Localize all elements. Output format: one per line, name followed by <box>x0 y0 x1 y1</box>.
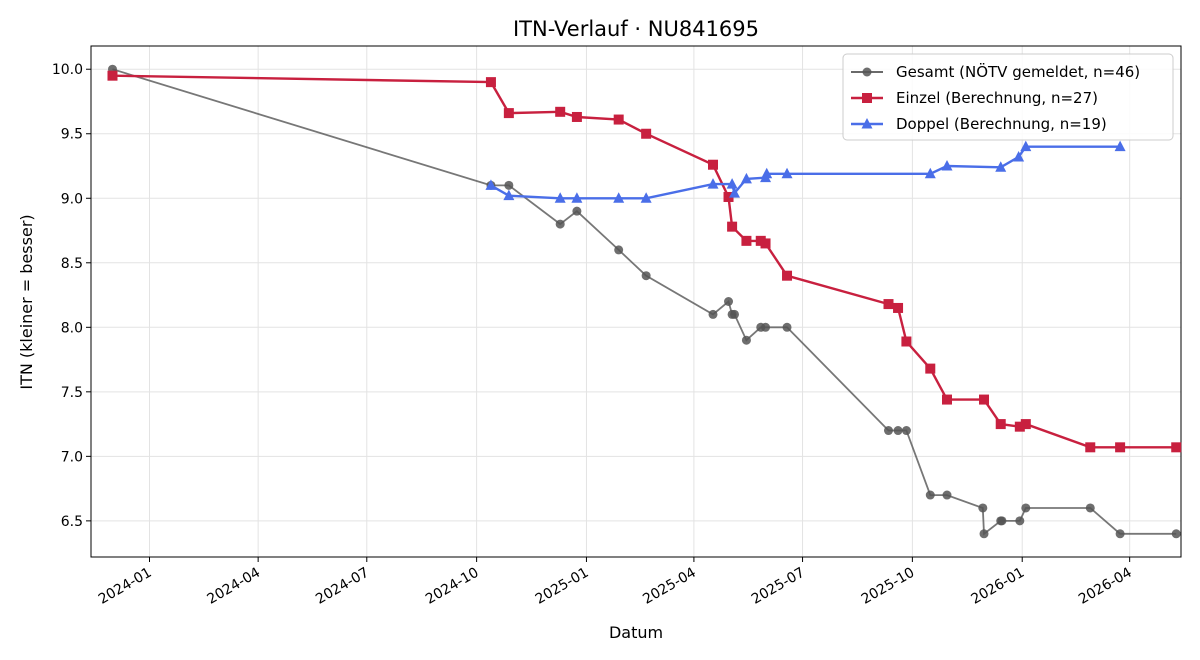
data-point <box>997 516 1007 526</box>
y-tick-label: 6.5 <box>61 514 83 530</box>
data-point <box>640 192 652 203</box>
legend-label: Doppel (Berechnung, n=19) <box>896 115 1107 133</box>
data-point <box>740 172 752 184</box>
data-point <box>613 192 625 203</box>
y-tick-label: 8.5 <box>61 256 83 272</box>
data-point <box>883 299 894 310</box>
data-point <box>485 77 496 88</box>
data-point <box>1020 419 1031 430</box>
data-point <box>901 426 911 436</box>
legend-item: Doppel (Berechnung, n=19) <box>851 115 1107 133</box>
data-point <box>884 426 894 436</box>
data-point <box>641 128 652 139</box>
data-point <box>978 503 988 513</box>
data-point <box>503 108 514 119</box>
y-tick-label: 7.5 <box>61 385 83 401</box>
data-point <box>728 187 740 198</box>
data-point <box>1085 442 1096 453</box>
data-point <box>942 490 952 500</box>
data-point <box>924 167 936 179</box>
data-point <box>925 363 936 374</box>
y-tick-label: 9.5 <box>61 127 83 143</box>
data-point <box>1171 529 1181 539</box>
data-point <box>554 192 566 203</box>
data-point <box>942 394 953 405</box>
data-point <box>893 426 903 436</box>
y-tick-label: 10.0 <box>52 62 83 78</box>
data-point <box>925 490 935 500</box>
series-triangle <box>485 140 1126 203</box>
data-point <box>727 221 738 232</box>
data-point <box>572 206 582 216</box>
data-point <box>729 309 739 319</box>
data-point <box>741 335 751 345</box>
data-point <box>893 302 904 313</box>
data-point <box>707 178 719 189</box>
data-point <box>782 322 792 332</box>
y-tick-label: 8.0 <box>61 320 83 336</box>
data-point <box>485 179 497 190</box>
data-point <box>901 336 912 347</box>
series-circle <box>107 64 1181 539</box>
legend-label: Gesamt (NÖTV gemeldet, n=46) <box>896 62 1140 81</box>
y-tick-label: 7.0 <box>61 449 83 465</box>
series-square <box>107 70 1182 453</box>
y-tick-label: 9.0 <box>61 191 83 207</box>
data-point <box>723 191 734 202</box>
legend-marker <box>862 67 872 77</box>
data-point <box>761 167 773 179</box>
data-point <box>503 189 515 201</box>
legend-label: Einzel (Berechnung, n=27) <box>896 89 1098 107</box>
data-point <box>761 322 771 332</box>
legend: Gesamt (NÖTV gemeldet, n=46) Einzel (Bere… <box>842 53 1174 141</box>
data-point <box>641 271 651 281</box>
plot-frame <box>90 45 1182 558</box>
data-point <box>708 309 718 319</box>
data-point <box>782 270 793 281</box>
data-point <box>571 111 582 122</box>
data-point <box>760 238 771 249</box>
data-point <box>724 297 734 306</box>
data-point <box>726 178 738 189</box>
data-point <box>555 106 566 117</box>
data-point <box>1015 516 1025 526</box>
data-point <box>614 245 624 255</box>
data-point <box>995 419 1006 430</box>
y-axis-ticks: 6.5 7.0 7.5 8.0 8.5 9.0 9.5 10.0 <box>52 62 91 530</box>
data-point <box>1085 503 1095 513</box>
data-point <box>613 114 624 125</box>
data-point <box>708 159 719 170</box>
legend-marker <box>861 118 873 129</box>
data-point <box>1115 442 1126 453</box>
series-layer <box>107 64 1182 539</box>
data-point <box>979 529 989 539</box>
data-point <box>1014 421 1025 432</box>
chart-title: ITN-Verlauf · NU841695 <box>513 17 759 41</box>
legend-item: Einzel (Berechnung, n=27) <box>851 89 1098 107</box>
y-axis-label: ITN (kleiner = besser) <box>17 214 36 389</box>
legend-marker <box>862 93 872 103</box>
data-point <box>741 235 752 246</box>
data-point <box>571 192 583 203</box>
legend-item: Gesamt (NÖTV gemeldet, n=46) <box>851 62 1140 81</box>
data-point <box>1114 140 1126 152</box>
data-point <box>1115 529 1125 539</box>
data-point <box>107 70 118 81</box>
data-point <box>1171 442 1182 453</box>
data-point <box>1013 150 1025 162</box>
data-point <box>504 180 514 190</box>
data-point <box>555 219 565 229</box>
data-point <box>781 167 793 179</box>
legend-box <box>842 53 1174 141</box>
data-point <box>995 161 1007 172</box>
data-point <box>1021 503 1031 513</box>
data-point <box>941 160 953 171</box>
data-point <box>979 394 990 405</box>
data-point <box>1020 140 1032 152</box>
x-axis-label: Datum <box>609 623 663 642</box>
